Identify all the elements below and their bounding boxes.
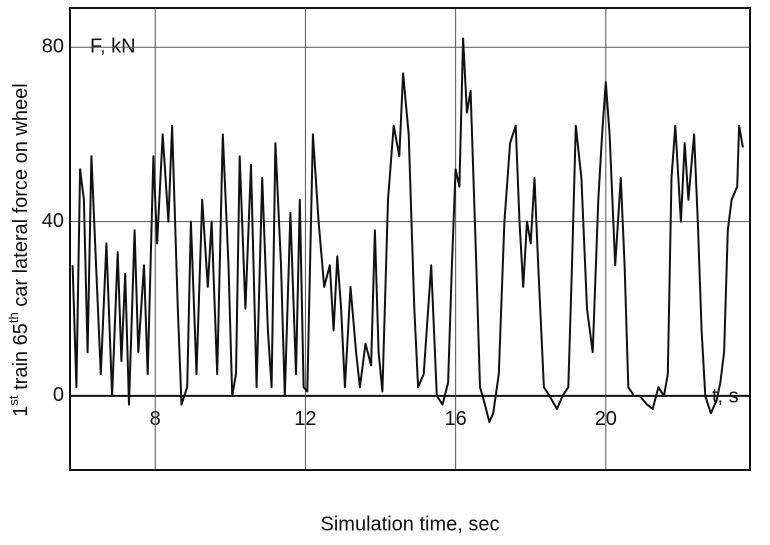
y-label-part: train 65 [10,323,32,395]
plot-frame [69,7,751,471]
y-label-part: 1 [10,406,32,417]
x-axis-label: Simulation time, sec [321,513,500,535]
y-axis-label: 1st train 65th car lateral force on whee… [6,83,32,416]
y-label-part: car lateral force on wheel [10,83,32,312]
y-label-part: th [6,312,21,323]
y-tick-label: 80 [42,36,64,58]
data-line [71,37,744,424]
y-tick-label: 40 [42,210,64,232]
y-label-part: st [6,395,21,406]
y-unit-annotation: F, kN [90,35,136,57]
y-tick-label: 0 [53,384,64,406]
